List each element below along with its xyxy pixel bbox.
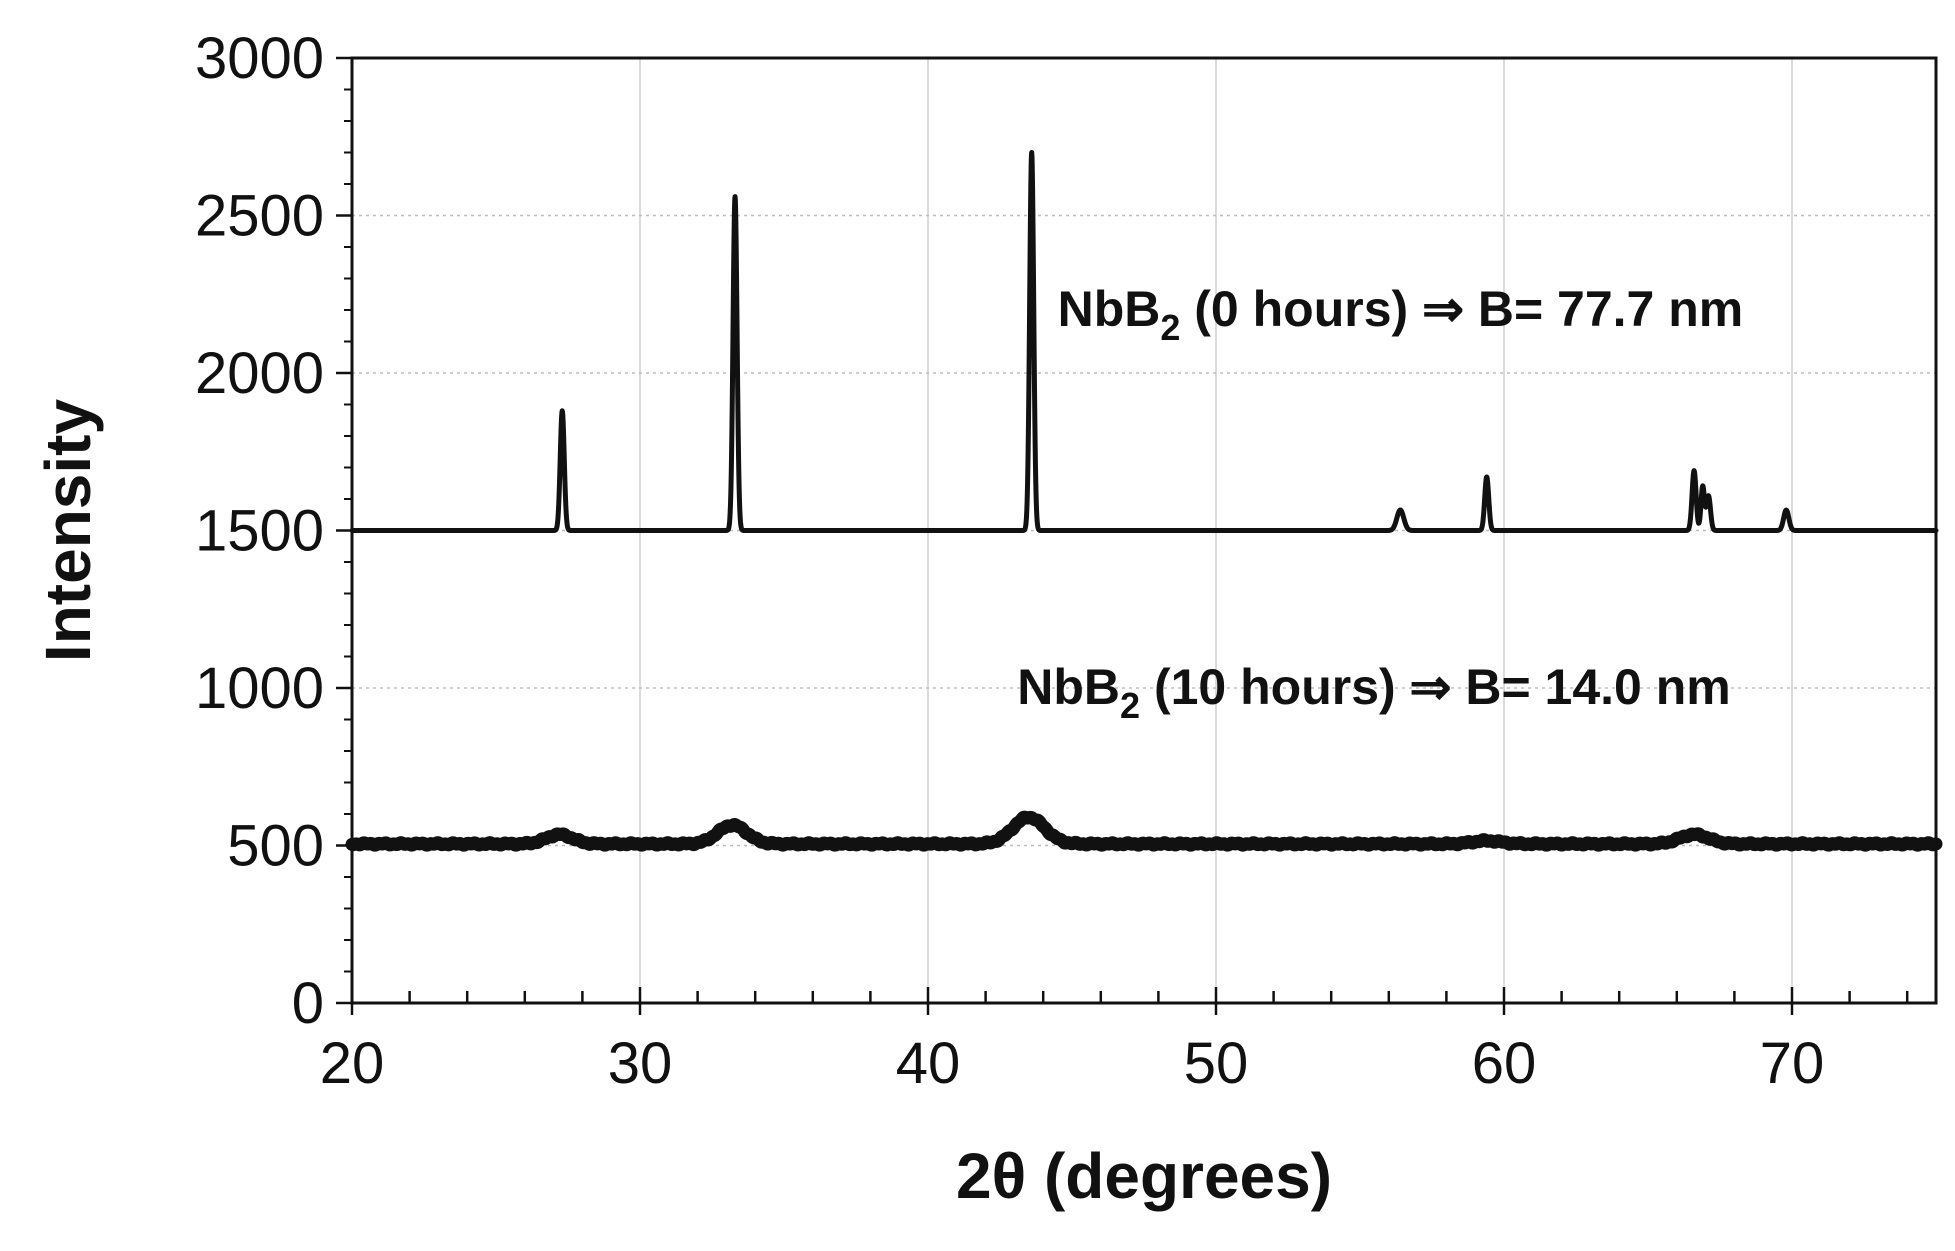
- annotation-subscript: 2: [1120, 685, 1140, 726]
- annotation-formula: NbB: [1058, 281, 1161, 337]
- x-tick-label: 60: [1472, 1031, 1537, 1096]
- y-tick-label: 2000: [195, 341, 324, 406]
- y-tick-label: 3000: [195, 26, 324, 91]
- annotation-text: (0 hours) ⇒ B= 77.7 nm: [1180, 281, 1743, 337]
- axes: [336, 56, 1938, 1015]
- series-group: [345, 150, 1943, 852]
- y-axis-title: Intensity: [32, 399, 104, 663]
- annotation-subscript: 2: [1160, 307, 1180, 348]
- y-tick-label: 500: [227, 814, 324, 879]
- annotation-1: NbB2 (0 hours) ⇒ B= 77.7 nm: [1058, 281, 1744, 348]
- y-tick-label: 1000: [195, 656, 324, 721]
- series-line-2: [345, 810, 1943, 852]
- x-tick-label: 50: [1184, 1031, 1249, 1096]
- annotation-2: NbB2 (10 hours) ⇒ B= 14.0 nm: [1017, 659, 1730, 726]
- x-tick-label: 30: [608, 1031, 673, 1096]
- y-tick-label: 1500: [195, 499, 324, 564]
- series-line-1: [349, 150, 1939, 533]
- y-tick-label: 0: [292, 971, 324, 1036]
- tick-labels: 20 30 40 50 60 70 0 500 1000 1500 2000 2500 3000: [195, 26, 1824, 1096]
- x-tick-label: 20: [320, 1031, 385, 1096]
- annotation-formula: NbB: [1017, 659, 1120, 715]
- y-tick-label: 2500: [195, 184, 324, 249]
- x-tick-label: 70: [1760, 1031, 1825, 1096]
- x-tick-label: 40: [896, 1031, 961, 1096]
- x-axis-title: 2θ (degrees): [956, 1140, 1332, 1212]
- annotation-text: (10 hours) ⇒ B= 14.0 nm: [1140, 659, 1731, 715]
